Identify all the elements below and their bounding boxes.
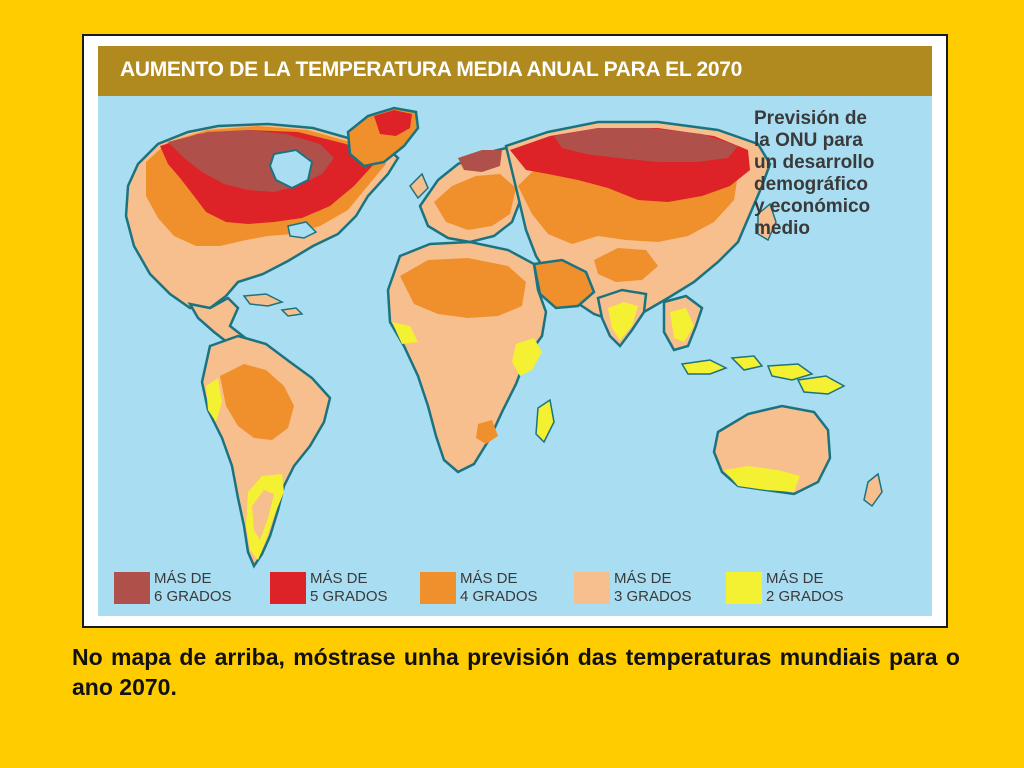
- south-america-south-3deg: [252, 490, 274, 540]
- legend-label-line1: MÁS DE: [310, 570, 368, 587]
- map-subtitle: Previsión de la ONU para un desarrollo d…: [754, 108, 924, 240]
- south-america-west-2deg: [206, 378, 222, 422]
- legend-label-line1: MÁS DE: [460, 570, 518, 587]
- subtitle-line: un desarrollo: [754, 152, 875, 173]
- legend-label-line2: 5 GRADOS: [310, 588, 388, 605]
- british-isles: [409, 172, 429, 200]
- legend-label-line2: 6 GRADOS: [154, 588, 232, 605]
- madagascar: [535, 398, 555, 444]
- greenland-5deg: [374, 110, 412, 136]
- legend-label-line2: 3 GRADOS: [614, 588, 692, 605]
- subtitle-line: la ONU para: [754, 130, 863, 151]
- east-africa-2deg: [512, 338, 542, 376]
- japan: [757, 202, 777, 242]
- legend-swatch: [420, 572, 456, 604]
- legend-label-line2: 2 GRADOS: [766, 588, 844, 605]
- indonesia-islands: [680, 355, 814, 381]
- legend-swatch: [270, 572, 306, 604]
- legend-label-line2: 4 GRADOS: [460, 588, 538, 605]
- legend-swatch: [114, 572, 150, 604]
- scandinavia-6deg: [458, 150, 502, 172]
- new-guinea: [796, 375, 846, 395]
- southern-africa-4deg: [476, 420, 498, 444]
- map-figure: AUMENTO DE LA TEMPERATURA MEDIA ANUAL PA…: [82, 34, 948, 628]
- map-title: AUMENTO DE LA TEMPERATURA MEDIA ANUAL PA…: [120, 58, 743, 81]
- legend-label: MÁS DE 5 GRADOS: [310, 570, 388, 606]
- legend-label-line1: MÁS DE: [154, 570, 212, 587]
- subtitle-line: medio: [754, 218, 810, 239]
- legend-swatch: [574, 572, 610, 604]
- new-zealand: [863, 472, 883, 508]
- europe-4deg: [434, 174, 516, 230]
- map-legend: MÁS DE 6 GRADOS MÁS DE 5 GRADOS MÁS DE: [114, 568, 924, 612]
- legend-label: MÁS DE 3 GRADOS: [614, 570, 692, 606]
- great-lakes: [287, 221, 318, 239]
- map-panel: AUMENTO DE LA TEMPERATURA MEDIA ANUAL PA…: [98, 46, 932, 616]
- caribbean-islands: [242, 293, 304, 317]
- subtitle-line: demográfico: [754, 174, 869, 195]
- australia-south-2deg: [724, 466, 800, 492]
- hudson-bay: [268, 148, 314, 190]
- map-title-bar: AUMENTO DE LA TEMPERATURA MEDIA ANUAL PA…: [98, 46, 932, 96]
- asia-6deg: [554, 128, 738, 162]
- tibet-4deg: [594, 248, 658, 282]
- sahara-4deg: [400, 258, 526, 318]
- legend-label: MÁS DE 6 GRADOS: [154, 570, 232, 606]
- world-temperature-map: [124, 106, 883, 569]
- arabia: [532, 258, 596, 310]
- legend-label-line1: MÁS DE: [766, 570, 824, 587]
- legend-swatch: [726, 572, 762, 604]
- southeast-asia-2deg: [670, 308, 694, 342]
- legend-label: MÁS DE 4 GRADOS: [460, 570, 538, 606]
- south-america-4deg: [220, 364, 294, 440]
- india-2deg: [608, 302, 638, 340]
- subtitle-line: y económico: [754, 196, 871, 217]
- slide-caption: No mapa de arriba, móstrase unha previsi…: [72, 644, 960, 700]
- legend-label: MÁS DE 2 GRADOS: [766, 570, 844, 606]
- west-africa-2deg: [392, 322, 418, 344]
- legend-label-line1: MÁS DE: [614, 570, 672, 587]
- subtitle-line: Previsión de: [754, 108, 867, 129]
